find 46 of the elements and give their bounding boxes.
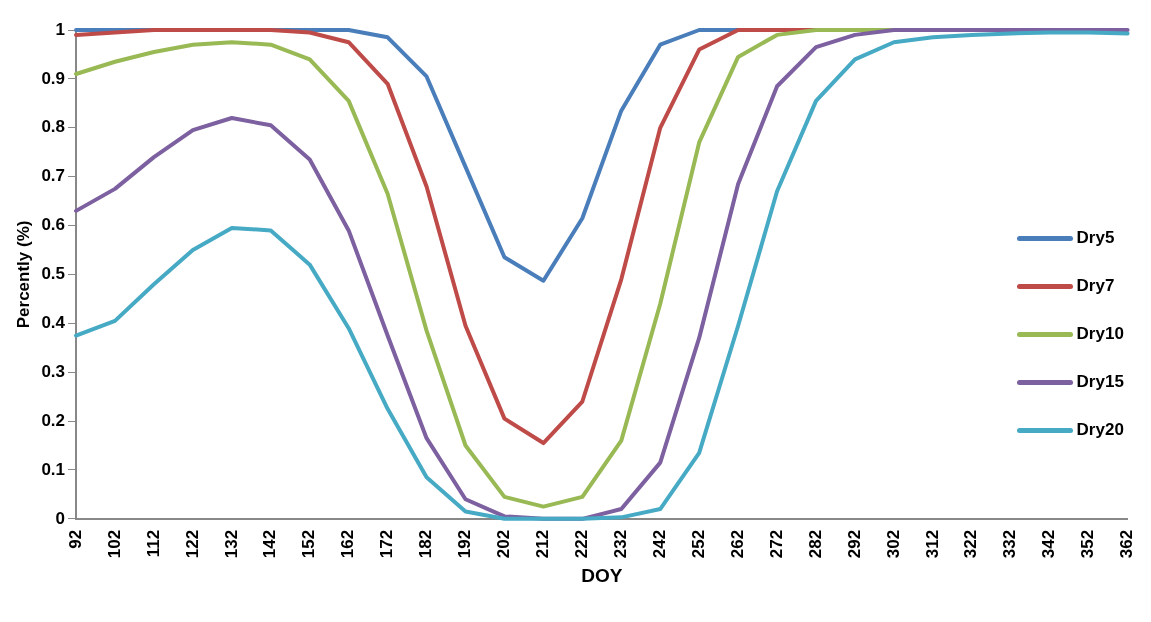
x-tick-label: 112 bbox=[143, 529, 163, 558]
x-tick-label: 272 bbox=[766, 529, 786, 559]
y-tick-label: 0.5 bbox=[41, 264, 66, 284]
x-tick-label: 202 bbox=[494, 529, 514, 559]
x-tick-label: 282 bbox=[805, 529, 825, 559]
x-tick-label: 172 bbox=[377, 529, 397, 559]
y-tick-label: 0.7 bbox=[41, 166, 66, 186]
x-tick-label: 292 bbox=[844, 529, 864, 559]
x-tick-label: 332 bbox=[1000, 529, 1020, 559]
legend-label: Dry15 bbox=[1076, 372, 1124, 393]
x-tick-label: 352 bbox=[1078, 529, 1098, 559]
y-tick-label: 1 bbox=[55, 19, 66, 39]
legend-label: Dry10 bbox=[1076, 324, 1124, 345]
x-tick-label: 152 bbox=[299, 529, 319, 559]
x-tick-label: 102 bbox=[104, 529, 124, 559]
y-tick-label: 0.4 bbox=[41, 312, 66, 332]
x-tick-label: 92 bbox=[65, 529, 85, 549]
legend-label: Dry5 bbox=[1076, 228, 1115, 249]
x-tick-label: 362 bbox=[1117, 529, 1137, 559]
legend-label: Dry20 bbox=[1076, 420, 1124, 441]
y-axis-title: Percently (%) bbox=[13, 220, 33, 329]
x-tick-label: 342 bbox=[1039, 529, 1059, 559]
y-tick-label: 0.1 bbox=[41, 459, 66, 479]
x-tick-label: 262 bbox=[727, 529, 747, 559]
y-tick-label: 0.3 bbox=[41, 361, 66, 381]
y-tick-label: 0.9 bbox=[41, 68, 66, 88]
x-tick-label: 222 bbox=[572, 529, 592, 559]
x-tick-label: 162 bbox=[338, 529, 358, 559]
y-tick-label: 0.6 bbox=[41, 215, 66, 235]
y-tick-label: 0.2 bbox=[41, 410, 66, 430]
x-tick-label: 182 bbox=[416, 529, 436, 559]
x-tick-label: 192 bbox=[455, 529, 475, 559]
x-tick-label: 302 bbox=[883, 529, 903, 559]
x-tick-label: 312 bbox=[922, 529, 942, 559]
x-tick-label: 232 bbox=[610, 529, 630, 559]
x-tick-label: 132 bbox=[221, 529, 241, 559]
x-tick-label: 322 bbox=[961, 529, 981, 559]
y-tick-label: 0.8 bbox=[41, 117, 66, 137]
x-tick-label: 122 bbox=[182, 529, 202, 559]
x-tick-label: 252 bbox=[688, 529, 708, 559]
x-axis-title: DOY bbox=[581, 564, 623, 586]
legend-label: Dry7 bbox=[1076, 276, 1115, 297]
y-tick-label: 0 bbox=[55, 508, 66, 528]
x-tick-label: 242 bbox=[649, 529, 669, 559]
x-tick-label: 142 bbox=[260, 529, 280, 559]
x-tick-label: 212 bbox=[533, 529, 553, 559]
